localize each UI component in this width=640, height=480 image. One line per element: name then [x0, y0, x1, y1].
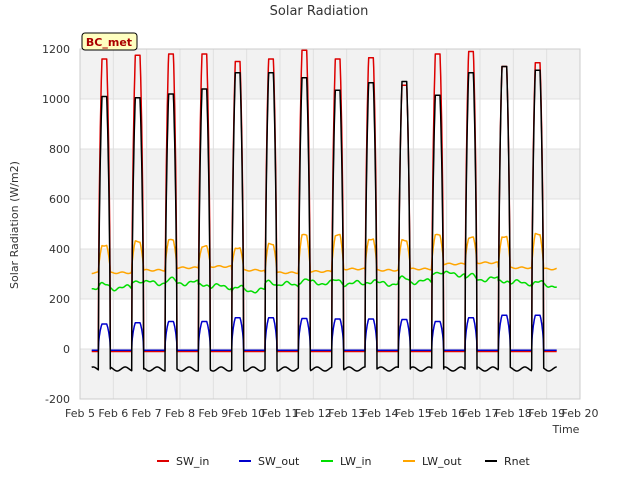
y-tick-label: 1000: [42, 93, 70, 106]
station-badge: BC_met: [81, 32, 138, 51]
x-tick-label: Feb 11: [262, 407, 299, 420]
grid-band: [80, 349, 580, 399]
y-tick-label: 1200: [42, 43, 70, 56]
series-line-rnet: [91, 65, 558, 372]
legend-label: SW_in: [176, 455, 209, 468]
y-tick-label: 200: [49, 293, 70, 306]
x-tick-label: Feb 13: [328, 407, 365, 420]
legend-label: SW_out: [258, 455, 300, 468]
y-axis-label: Solar Radiation (W/m2): [8, 161, 21, 289]
x-tick-label: Feb 10: [228, 407, 265, 420]
grid-band: [80, 149, 580, 199]
grid-lines: [79, 48, 581, 400]
station-badge-label: BC_met: [86, 36, 132, 49]
y-tick-label: -200: [45, 393, 70, 406]
x-tick-label: Feb 8: [165, 407, 195, 420]
series-line-lw-in: [91, 270, 558, 294]
legend-label: LW_out: [422, 455, 462, 468]
x-tick-label: Feb 15: [395, 407, 432, 420]
legend: SW_in SW_out LW_in LW_out Rnet: [157, 455, 530, 468]
x-tick-label: Feb 18: [495, 407, 532, 420]
x-tick-label: Feb 19: [528, 407, 565, 420]
legend-item-rnet: Rnet: [485, 455, 530, 468]
legend-item-sw-in: SW_in: [157, 455, 209, 468]
series-line-sw-out: [91, 314, 558, 352]
x-tick-label: Feb 16: [428, 407, 465, 420]
grid-band: [80, 249, 580, 299]
chart-title: Solar Radiation: [270, 4, 369, 19]
x-tick-label: Feb 17: [462, 407, 499, 420]
plot-frame: [79, 48, 581, 400]
series-line-lw-out: [91, 232, 558, 275]
legend-item-lw-in: LW_in: [321, 455, 372, 468]
y-tick-labels: -200 0 200 400 600 800 1000 1200: [42, 43, 70, 406]
x-tick-label: Feb 7: [132, 407, 162, 420]
y-tick-label: 600: [49, 193, 70, 206]
x-tick-label: Feb 20: [562, 407, 599, 420]
x-axis-label: Time: [552, 423, 580, 436]
grid-band: [80, 49, 580, 99]
station-badge-box: [81, 32, 138, 51]
y-tick-label: 800: [49, 143, 70, 156]
x-tick-label: Feb 6: [98, 407, 128, 420]
series-layer: [91, 49, 558, 372]
legend-label: LW_in: [340, 455, 372, 468]
x-tick-label: Feb 5: [65, 407, 95, 420]
background-bands: [80, 49, 580, 399]
x-tick-label: Feb 9: [198, 407, 228, 420]
x-tick-label: Feb 14: [362, 407, 399, 420]
x-tick-label: Feb 12: [295, 407, 332, 420]
legend-item-lw-out: LW_out: [403, 455, 462, 468]
y-tick-label: 400: [49, 243, 70, 256]
legend-item-sw-out: SW_out: [239, 455, 300, 468]
series-line-sw-in: [91, 49, 558, 353]
y-tick-label: 0: [63, 343, 70, 356]
legend-label: Rnet: [504, 455, 530, 468]
